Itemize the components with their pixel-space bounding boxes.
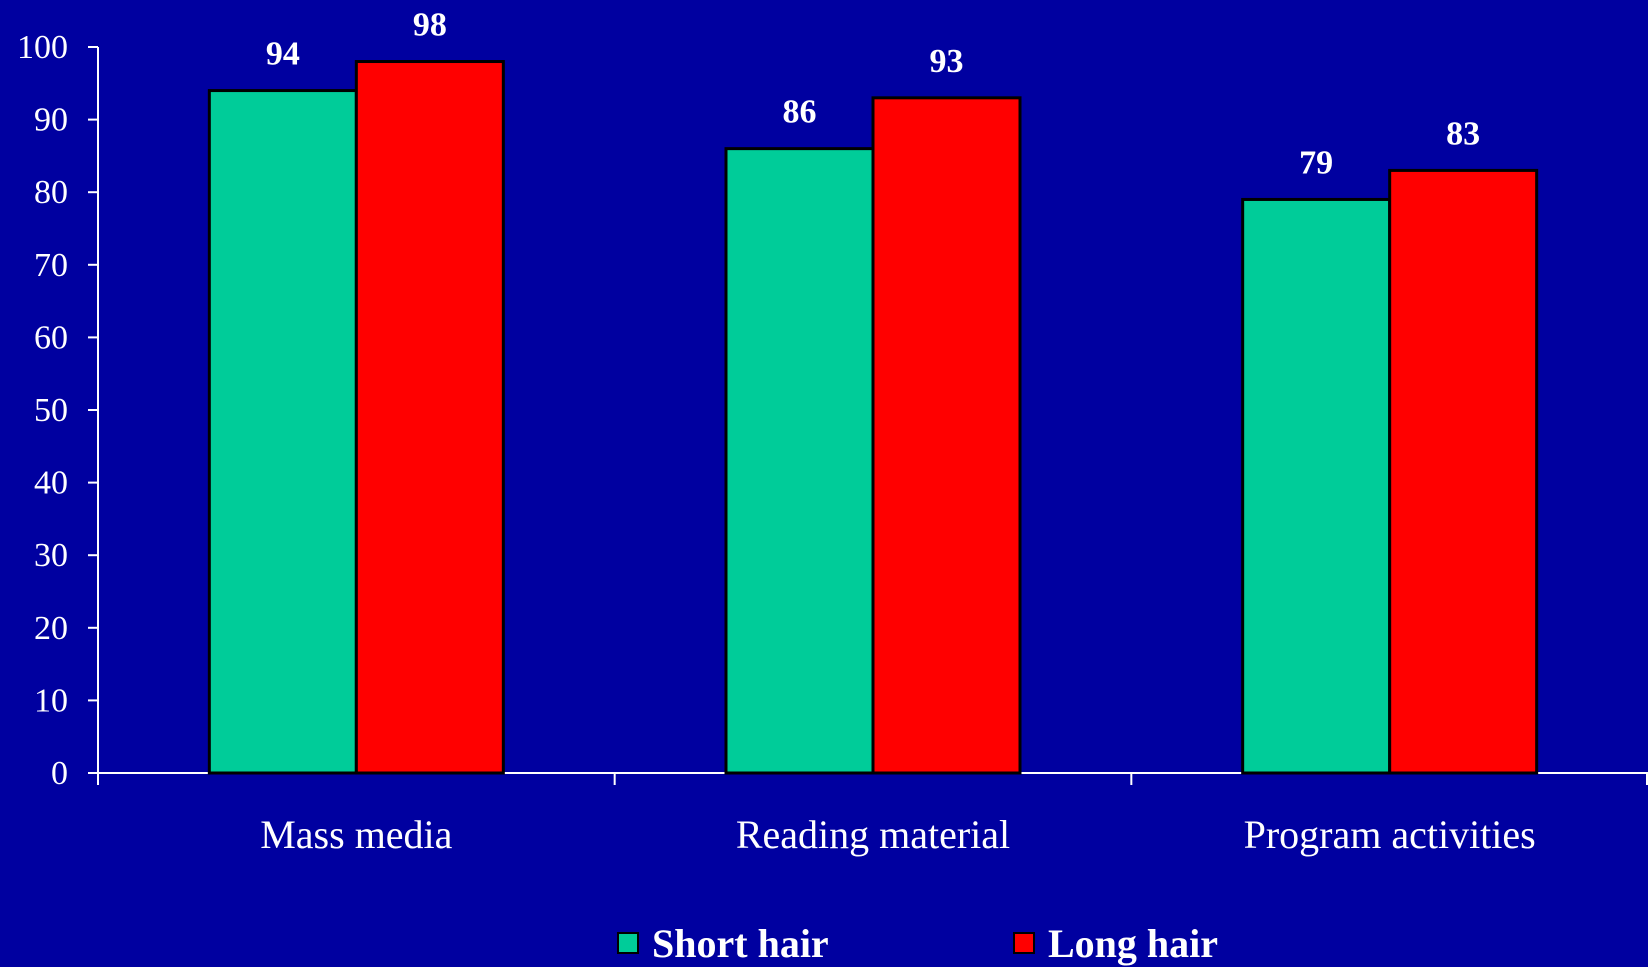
legend-label: Long hair — [1048, 921, 1218, 966]
data-label: 83 — [1446, 115, 1480, 152]
y-tick-label: 50 — [34, 392, 68, 429]
x-axis — [88, 772, 1648, 785]
bars — [207, 60, 1539, 775]
data-labels: 94 98 86 93 79 83 — [266, 7, 1480, 182]
data-label: 86 — [783, 94, 817, 131]
x-category-label: Reading material — [736, 812, 1010, 857]
y-tick-label: 0 — [51, 755, 68, 792]
x-category-label: Mass media — [260, 812, 452, 857]
bar-short-hair[interactable] — [1241, 197, 1392, 775]
legend-item-long-hair[interactable]: Long hair — [1013, 921, 1218, 966]
data-label: 93 — [930, 43, 964, 80]
y-tick-label: 60 — [34, 319, 68, 356]
y-tick-label: 70 — [34, 247, 68, 284]
legend-swatch — [617, 932, 639, 954]
legend-swatch — [1013, 932, 1035, 954]
y-tick-label: 40 — [34, 465, 68, 502]
data-label: 98 — [413, 7, 447, 44]
data-label: 94 — [266, 36, 300, 73]
bar-long-hair[interactable] — [871, 96, 1022, 775]
bar-long-hair[interactable] — [354, 60, 505, 775]
y-tick-label: 80 — [34, 174, 68, 211]
legend[interactable]: Short hair Long hair — [617, 921, 1218, 966]
legend-label: Short hair — [652, 921, 829, 966]
bar-short-hair[interactable] — [724, 147, 875, 775]
y-tick-label: 10 — [34, 682, 68, 719]
y-tick-label: 90 — [34, 102, 68, 139]
bar-long-hair[interactable] — [1388, 168, 1539, 775]
legend-item-short-hair[interactable]: Short hair — [617, 921, 829, 966]
category-labels: Mass media Reading material Program activi… — [260, 812, 1536, 857]
y-tick-label: 100 — [17, 29, 68, 66]
y-tick-label: 20 — [34, 610, 68, 647]
y-axis: 0 10 20 30 40 50 60 70 80 90 100 — [17, 29, 99, 792]
bar-short-hair[interactable] — [207, 89, 358, 775]
y-tick-label: 30 — [34, 537, 68, 574]
x-category-label: Program activities — [1244, 812, 1536, 857]
data-label: 79 — [1299, 144, 1333, 181]
